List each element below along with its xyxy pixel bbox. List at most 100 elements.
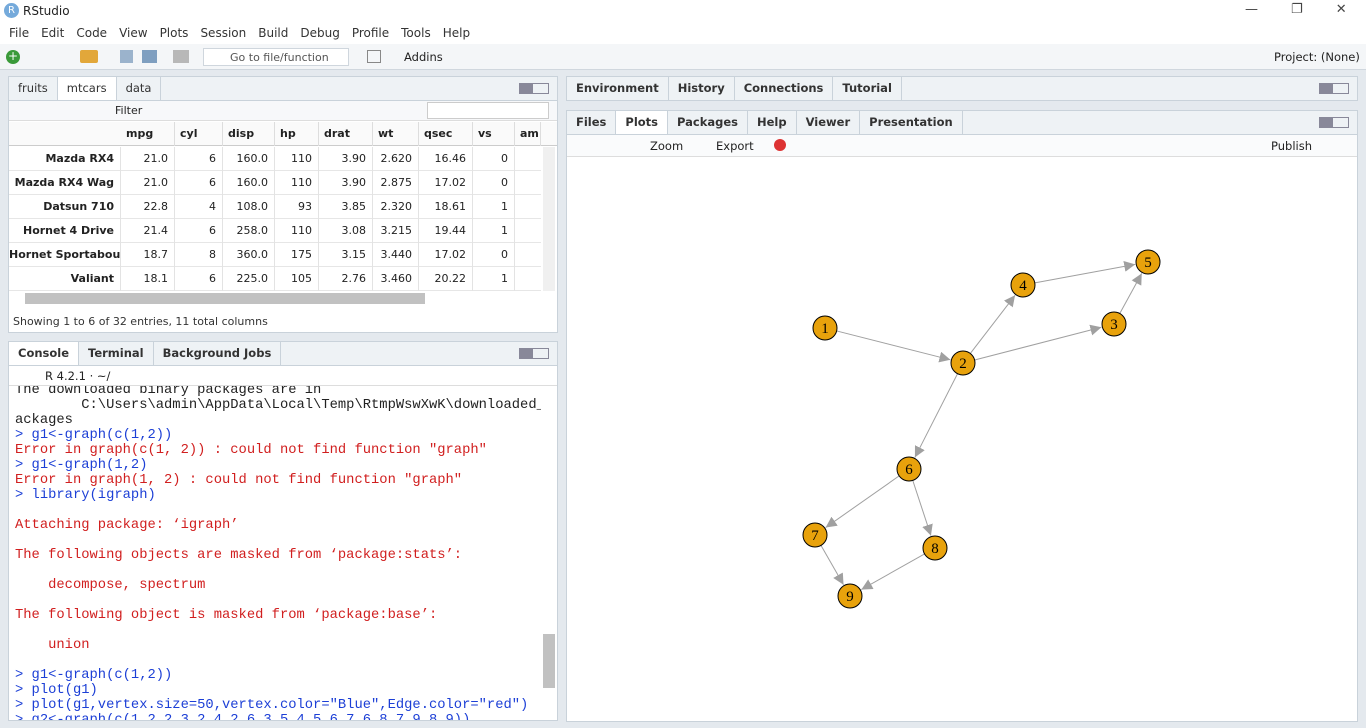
tab[interactable]: mtcars [57, 77, 117, 100]
menu-item[interactable]: Code [76, 26, 108, 40]
table-cell: 160.0 [223, 171, 275, 195]
goto-box[interactable]: Go to file/function [203, 48, 349, 66]
graph-edge [1034, 260, 1136, 284]
console-line: > g2<-graph(c(1,2,2,3,2,4,2,6,3,5,4,5,6,… [15, 713, 471, 721]
tab[interactable]: data [117, 77, 162, 100]
search-box[interactable] [427, 102, 549, 119]
tab[interactable]: Viewer [797, 111, 861, 134]
table-cell: 8 [175, 243, 223, 267]
table-cell: 2.875 [373, 171, 419, 195]
column-header[interactable]: hp [275, 122, 319, 146]
table-cell: 3.90 [319, 147, 373, 171]
table-cell: 18.61 [419, 195, 473, 219]
console-line: The following object is masked from ‘pac… [15, 608, 438, 623]
clear-button[interactable] [774, 139, 786, 151]
zoom-button[interactable]: Zoom [650, 139, 684, 153]
table-row: Datsun 710 22.8 4 108.0 93 3.85 2.320 18.61 1 [9, 195, 541, 219]
save-all-button[interactable] [142, 50, 157, 63]
r-version: R 4.2.1 · ~/ [45, 369, 111, 383]
row-name: Valiant [9, 267, 121, 291]
column-header[interactable]: qsec [419, 122, 473, 146]
addins-menu[interactable]: Addins [404, 50, 443, 64]
pane-controls[interactable] [519, 83, 549, 94]
console-line: The downloaded binary packages are in [15, 386, 322, 398]
tab[interactable]: Presentation [860, 111, 963, 134]
pane-controls[interactable] [1319, 83, 1349, 94]
graph-node [837, 583, 863, 609]
project-menu[interactable]: Project: (None) [1274, 50, 1360, 64]
table-cell: 3.90 [319, 171, 373, 195]
graph-edge [1119, 273, 1143, 314]
column-header[interactable]: vs [473, 122, 515, 146]
console-line: ackages [15, 413, 73, 428]
table-cell: 3.85 [319, 195, 373, 219]
menu-item[interactable]: Edit [41, 26, 65, 40]
tab[interactable]: Console [9, 342, 80, 365]
table-cell: 105 [275, 267, 319, 291]
table-cell: 17.02 [419, 243, 473, 267]
table-cell: 1 [473, 219, 515, 243]
graph-node [802, 522, 828, 548]
console-scrollbar [543, 634, 555, 688]
pane-controls[interactable] [519, 348, 549, 359]
export-button[interactable]: Export [716, 139, 754, 153]
menu-item[interactable]: Debug [300, 26, 340, 40]
menu-item[interactable]: Session [200, 26, 247, 40]
tab[interactable]: Terminal [79, 342, 154, 365]
table-cell: 6 [175, 147, 223, 171]
filter-button[interactable]: Filter [115, 104, 143, 117]
tab[interactable]: Tutorial [833, 77, 902, 100]
column-header[interactable]: mpg [121, 122, 175, 146]
pane-controls[interactable] [1319, 117, 1349, 128]
table-cell: 93 [275, 195, 319, 219]
open-button[interactable] [80, 50, 98, 63]
plot-area: 1 2 3 4 5 6 7 8 9 [802, 249, 1161, 609]
tab[interactable]: Plots [616, 111, 669, 134]
row-name: Mazda RX4 [9, 147, 121, 171]
tab[interactable]: Connections [735, 77, 834, 100]
graph-node [1101, 311, 1127, 337]
print-button[interactable] [173, 50, 189, 63]
window-controls[interactable]: — ❐ ✕ [1245, 2, 1347, 17]
tab[interactable]: Help [748, 111, 797, 134]
column-header[interactable]: drat [319, 122, 373, 146]
console-line: Error in graph(c(1, 2)) : could not find… [15, 443, 487, 458]
graph-edge [914, 373, 958, 458]
menu-item[interactable]: Build [258, 26, 289, 40]
console-line: decompose, spectrum [15, 578, 206, 593]
tab[interactable]: Environment [567, 77, 669, 100]
menu-item[interactable]: Profile [351, 26, 390, 40]
tab[interactable]: Packages [668, 111, 748, 134]
table-cell: 19.44 [419, 219, 473, 243]
table-cell: 1 [473, 267, 515, 291]
tab[interactable]: Background Jobs [154, 342, 282, 365]
tab[interactable]: Files [567, 111, 617, 134]
table-cell: 0 [473, 147, 515, 171]
tab[interactable]: fruits [9, 77, 58, 100]
publish-button[interactable]: Publish [1271, 139, 1312, 153]
table-cell: 160.0 [223, 147, 275, 171]
tab[interactable]: History [669, 77, 735, 100]
menu-item[interactable]: Tools [401, 26, 431, 40]
table-cell: 110 [275, 219, 319, 243]
column-header[interactable]: disp [223, 122, 275, 146]
table-cell: 21.4 [121, 219, 175, 243]
column-header[interactable]: am [515, 122, 541, 146]
node-label: 4 [1019, 278, 1027, 294]
menu-item[interactable]: View [119, 26, 148, 40]
menu-item[interactable]: Plots [159, 26, 189, 40]
table-cell: 20.22 [419, 267, 473, 291]
save-button[interactable] [120, 50, 133, 63]
layout-button[interactable] [367, 50, 381, 63]
new-file-button[interactable]: + [6, 49, 20, 64]
graph-edge [825, 475, 900, 528]
menu-item[interactable]: Help [442, 26, 471, 40]
column-header[interactable]: cyl [175, 122, 223, 146]
table-cell: 17.02 [419, 171, 473, 195]
console-line: Attaching package: ‘igraph’ [15, 518, 239, 533]
menu-item[interactable]: File [9, 26, 30, 40]
column-header[interactable]: wt [373, 122, 419, 146]
node-label: 1 [821, 321, 829, 337]
row-name: Hornet Sportabout [9, 243, 121, 267]
